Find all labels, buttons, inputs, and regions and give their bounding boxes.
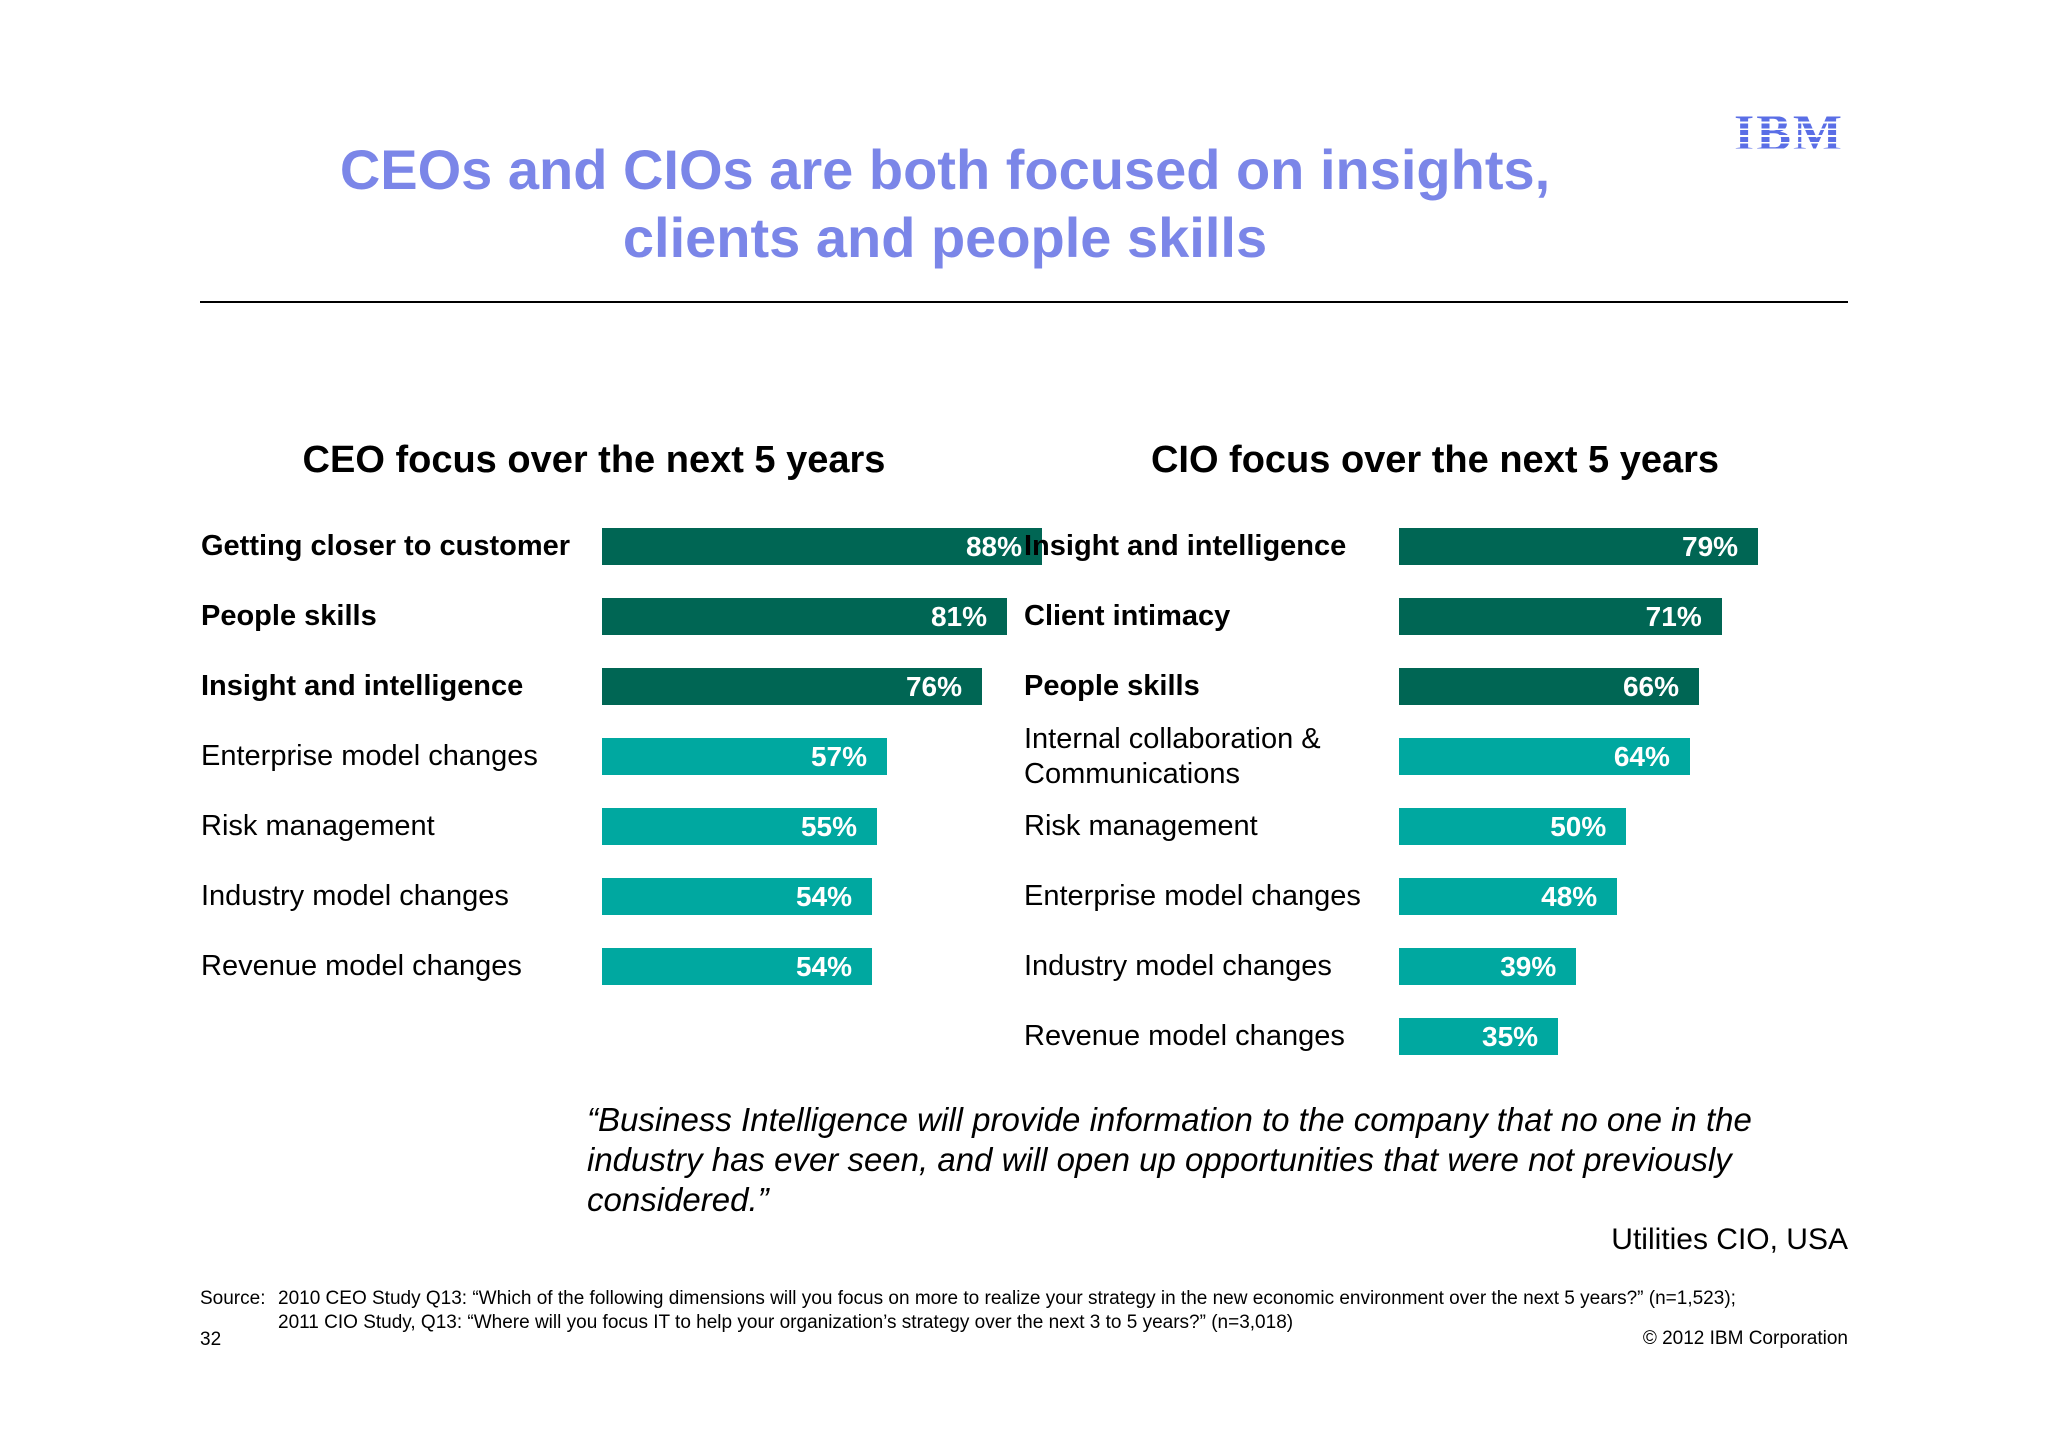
cio-quote: “Business Intelligence will provide info…	[587, 1101, 1752, 1218]
cio-bar: 48%	[1399, 878, 1618, 915]
cio-bar: 35%	[1399, 1018, 1559, 1055]
quote-attribution: Utilities CIO, USA	[1611, 1223, 1848, 1256]
cio-bar-value-label: 39%	[1500, 950, 1557, 982]
cio-category-label: Industry model changes	[1024, 938, 1394, 995]
ceo-category-label: Insight and intelligence	[201, 658, 591, 715]
ceo-category-label: Risk management	[201, 798, 591, 855]
source-key: Source:	[200, 1288, 266, 1309]
ceo-category-label-line: Risk management	[201, 810, 435, 842]
ceo-bar-value-label: 55%	[800, 810, 857, 842]
ceo-category-label-line: Industry model changes	[201, 880, 509, 912]
ceo-category-label-line: Revenue model changes	[201, 950, 522, 982]
ceo-category-label: Industry model changes	[201, 868, 591, 925]
ceo-category-label-line: People skills	[201, 600, 377, 632]
cio-category-label: People skills	[1024, 658, 1394, 715]
source-line-2: 2011 CIO Study, Q13: “Where will you foc…	[278, 1312, 1294, 1333]
cio-category-label: Internal collaboration & Communications	[1024, 723, 1394, 790]
cio-bar: 71%	[1399, 598, 1722, 635]
ceo-bar-value-label: 81%	[930, 600, 987, 632]
ceo-bar: 57%	[602, 738, 887, 775]
ibm-logo-text: IBM	[1734, 108, 1848, 160]
ceo-bar-value-label: 54%	[795, 880, 852, 912]
ceo-category-label-line: Enterprise model changes	[201, 740, 538, 772]
ceo-category-label-line: Insight and intelligence	[201, 670, 524, 702]
cio-bar: 64%	[1399, 738, 1690, 775]
ceo-category-label: Getting closer to customer	[201, 518, 591, 575]
ceo-category-label: People skills	[201, 588, 591, 645]
cio-category-label-line: Insight and intelligence	[1024, 530, 1347, 562]
ceo-category-label-line: Getting closer to customer	[201, 530, 571, 562]
cio-category-label-line: Enterprise model changes	[1024, 880, 1361, 912]
ceo-bar: 54%	[602, 878, 872, 915]
copyright: © 2012 IBM Corporation	[1642, 1328, 1848, 1349]
ceo-bar-value-label: 88%	[965, 530, 1022, 562]
cio-category-label-line: Internal collaboration &	[1024, 722, 1321, 755]
cio-category-label: Revenue model changes	[1024, 1008, 1394, 1065]
cio-category-label-line: Industry model changes	[1024, 950, 1332, 982]
cio-category-label: Client intimacy	[1024, 588, 1394, 645]
cio-category-label-line: Risk management	[1024, 810, 1258, 842]
cio-category-label: Insight and intelligence	[1024, 518, 1394, 575]
cio-category-label-line: Communications	[1024, 757, 1240, 790]
source-line-1: 2010 CEO Study Q13: “Which of the follow…	[278, 1288, 1736, 1309]
ceo-bar-value-label: 76%	[905, 670, 962, 702]
cio-bar: 66%	[1399, 668, 1699, 705]
ceo-bar: 81%	[602, 598, 1007, 635]
cio-bar: 39%	[1399, 948, 1577, 985]
cio-bar-value-label: 35%	[1482, 1020, 1539, 1052]
cio-category-label: Risk management	[1024, 798, 1394, 855]
cio-bar: 79%	[1399, 528, 1759, 565]
ibm-logo: IBM	[1734, 108, 1848, 160]
cio-bar-value-label: 50%	[1550, 810, 1607, 842]
slide-title-line-1: CEOs and CIOs are both focused on insigh…	[339, 138, 1551, 201]
cio-bar: 50%	[1399, 808, 1627, 845]
page-number: 32	[200, 1329, 222, 1350]
cio-category-label-line: Revenue model changes	[1024, 1020, 1345, 1052]
cio-bar-value-label: 64%	[1613, 740, 1670, 772]
ceo-category-label: Enterprise model changes	[201, 728, 591, 785]
ceo-bar: 76%	[602, 668, 982, 705]
ceo-bar-value-label: 54%	[795, 950, 852, 982]
slide-title: CEOs and CIOs are both focused on insigh…	[0, 136, 1890, 272]
cio-bar-value-label: 48%	[1541, 880, 1598, 912]
cio-bar-value-label: 66%	[1622, 670, 1679, 702]
ceo-bar: 88%	[602, 528, 1042, 565]
title-divider	[200, 301, 1848, 303]
ceo-category-label: Revenue model changes	[201, 938, 591, 995]
ceo-bar: 54%	[602, 948, 872, 985]
ceo-chart-title: CEO focus over the next 5 years	[302, 439, 886, 481]
slide-title-line-2: clients and people skills	[622, 206, 1268, 269]
cio-bar-value-label: 71%	[1645, 600, 1702, 632]
cio-category-label-line: People skills	[1024, 670, 1200, 702]
ceo-bar: 55%	[602, 808, 877, 845]
cio-category-label-line: Client intimacy	[1024, 600, 1231, 632]
ceo-bar-value-label: 57%	[810, 740, 867, 772]
cio-bar-value-label: 79%	[1682, 530, 1739, 562]
cio-category-label: Enterprise model changes	[1024, 868, 1394, 925]
cio-chart-title: CIO focus over the next 5 years	[1150, 439, 1720, 481]
source-note: Source: 2010 CEO Study Q13: “Which of th…	[200, 1287, 1850, 1335]
